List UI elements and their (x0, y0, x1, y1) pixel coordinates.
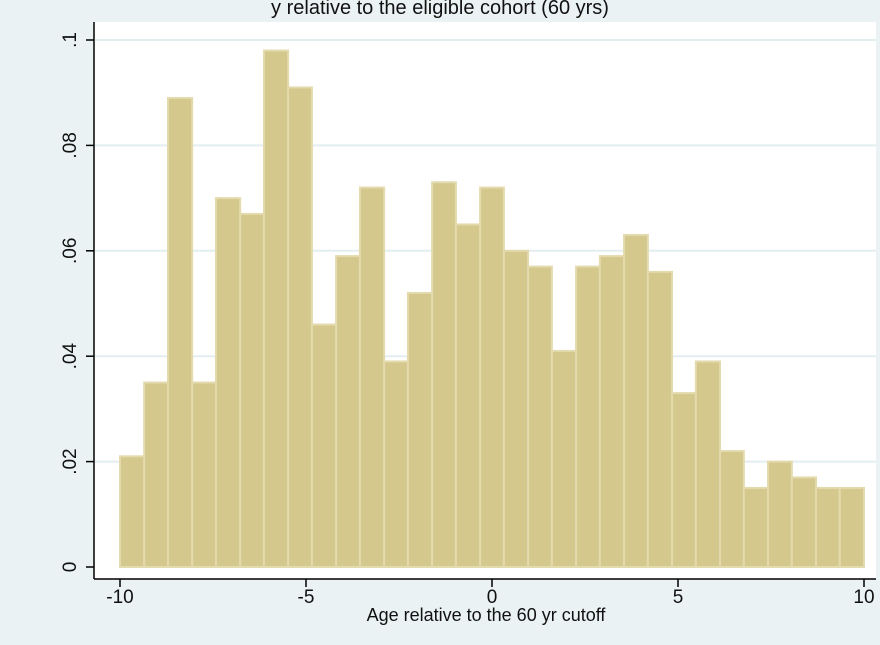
histogram-bar (454, 223, 482, 568)
x-axis-ticks: -10 -5 0 5 10 (106, 579, 875, 608)
histogram-bar (598, 255, 626, 568)
axes (93, 22, 876, 580)
x-tick-label: -5 (298, 587, 315, 608)
y-tick-label: .02 (60, 448, 81, 474)
x-tick-label: 0 (487, 587, 498, 608)
histogram-bar (214, 197, 242, 568)
y-tick-label: .08 (60, 132, 81, 158)
histogram-bar (671, 392, 697, 568)
histogram-bar (575, 265, 601, 568)
histogram-bar (143, 381, 169, 568)
histogram-bar (335, 255, 361, 568)
histogram-bar (479, 186, 505, 568)
x-tick-label: -10 (106, 587, 133, 608)
histogram-bar (694, 360, 722, 568)
y-tick-label: .06 (60, 238, 81, 264)
histogram-bar (742, 486, 770, 569)
header-fragment: y relative to the eligible cohort (60 yr… (271, 0, 609, 19)
histogram-bar (719, 450, 745, 568)
histogram-bar (502, 249, 530, 569)
histogram-bar (310, 323, 338, 568)
histogram-bar (838, 486, 866, 569)
y-tick-label: 0 (60, 562, 81, 573)
x-tick-label: 10 (853, 587, 874, 608)
histogram-bar (550, 349, 578, 568)
histogram-bar (431, 181, 457, 568)
x-tick-label: 5 (673, 587, 684, 608)
histogram-bar (358, 186, 386, 568)
histogram-bar (262, 49, 290, 569)
histogram-bar (815, 486, 841, 569)
histogram-bar (287, 86, 313, 569)
histogram-bar (166, 96, 194, 568)
histogram-bar (191, 381, 217, 568)
histogram-bar (527, 265, 553, 568)
histogram-bar (239, 212, 265, 568)
histogram-bar (383, 360, 409, 568)
histogram-bar (406, 291, 434, 568)
y-tick-label: .1 (60, 32, 81, 48)
y-tick-label: .04 (60, 343, 81, 370)
histogram-bar (646, 270, 674, 568)
histogram-bar (790, 476, 818, 568)
bars (119, 49, 866, 569)
histogram-bar (623, 233, 649, 569)
histogram-bar (119, 455, 146, 568)
histogram-bar (767, 460, 793, 569)
y-axis-ticks: 0 .02 .04 .06 .08 .1 (60, 32, 94, 572)
x-axis-title: Age relative to the 60 yr cutoff (367, 605, 607, 625)
